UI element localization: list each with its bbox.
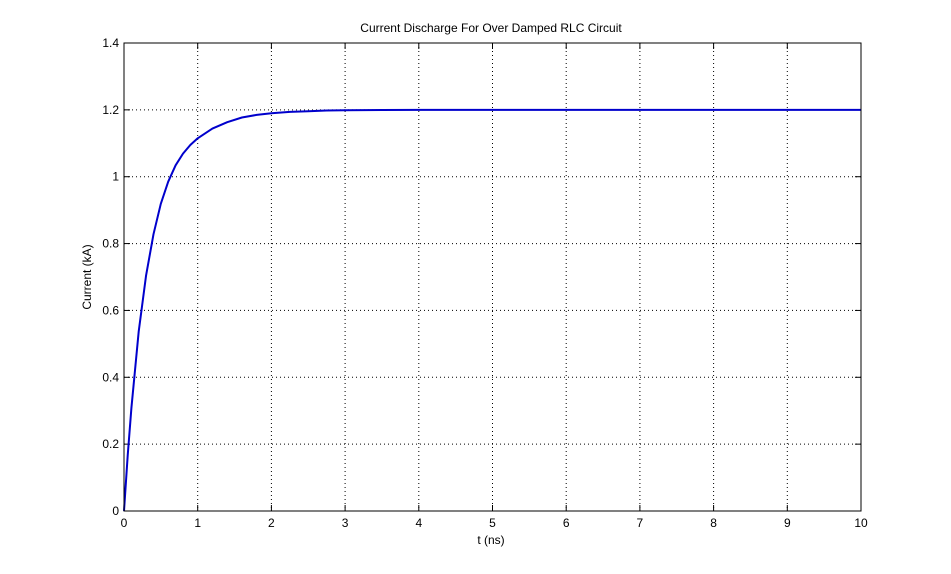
x-tick-label: 6 xyxy=(563,516,570,530)
x-tick-label: 4 xyxy=(415,516,422,530)
plot-area-frame xyxy=(123,42,862,512)
x-tick-label: 3 xyxy=(342,516,349,530)
x-tick-label: 10 xyxy=(854,516,868,530)
x-tick-label: 0 xyxy=(121,516,128,530)
tick-labels: 0 1 2 3 4 5 6 7 8 9 10 0 0.2 0.4 0.6 0.8 1 1.2 1.4 xyxy=(102,36,868,530)
x-tick-label: 9 xyxy=(784,516,791,530)
x-axis-label: t (ns) xyxy=(477,533,504,547)
series-line-current xyxy=(123,108,861,512)
x-tick-label: 5 xyxy=(489,516,496,530)
y-tick-label: 1 xyxy=(112,170,119,184)
y-tick-label: 0.4 xyxy=(102,370,119,384)
y-tick-label: 1.2 xyxy=(102,103,119,117)
y-tick-label: 0.6 xyxy=(102,303,119,317)
y-tick-label: 0 xyxy=(112,504,119,518)
axis-ticks xyxy=(123,42,862,512)
x-tick-label: 2 xyxy=(268,516,275,530)
y-tick-label: 0.2 xyxy=(102,437,119,451)
y-axis-label: Current (kA) xyxy=(80,244,94,309)
x-tick-label: 1 xyxy=(194,516,201,530)
chart-title: Current Discharge For Over Damped RLC Ci… xyxy=(360,21,622,35)
y-tick-label: 0.8 xyxy=(102,237,119,251)
grid xyxy=(124,43,861,511)
series-layer xyxy=(123,108,861,512)
x-tick-label: 7 xyxy=(637,516,644,530)
x-tick-label: 8 xyxy=(710,516,717,530)
y-tick-label: 1.4 xyxy=(102,36,119,50)
